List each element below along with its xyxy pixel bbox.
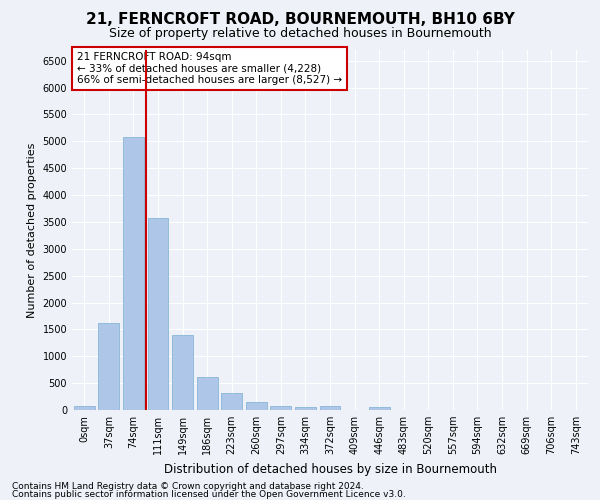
- Bar: [320, 406, 340, 410]
- Bar: [295, 408, 316, 410]
- Bar: [172, 336, 193, 410]
- Text: 21 FERNCROFT ROAD: 94sqm
← 33% of detached houses are smaller (4,228)
66% of sem: 21 FERNCROFT ROAD: 94sqm ← 33% of detach…: [77, 52, 342, 85]
- Bar: [221, 394, 242, 410]
- Text: Size of property relative to detached houses in Bournemouth: Size of property relative to detached ho…: [109, 28, 491, 40]
- Text: Contains HM Land Registry data © Crown copyright and database right 2024.: Contains HM Land Registry data © Crown c…: [12, 482, 364, 491]
- Bar: [74, 406, 95, 410]
- Bar: [123, 137, 144, 410]
- Text: 21, FERNCROFT ROAD, BOURNEMOUTH, BH10 6BY: 21, FERNCROFT ROAD, BOURNEMOUTH, BH10 6B…: [86, 12, 514, 28]
- Bar: [246, 402, 267, 410]
- X-axis label: Distribution of detached houses by size in Bournemouth: Distribution of detached houses by size …: [163, 462, 497, 475]
- Bar: [148, 218, 169, 410]
- Y-axis label: Number of detached properties: Number of detached properties: [27, 142, 37, 318]
- Bar: [197, 377, 218, 410]
- Bar: [271, 406, 292, 410]
- Bar: [368, 407, 389, 410]
- Text: Contains public sector information licensed under the Open Government Licence v3: Contains public sector information licen…: [12, 490, 406, 499]
- Bar: [98, 323, 119, 410]
